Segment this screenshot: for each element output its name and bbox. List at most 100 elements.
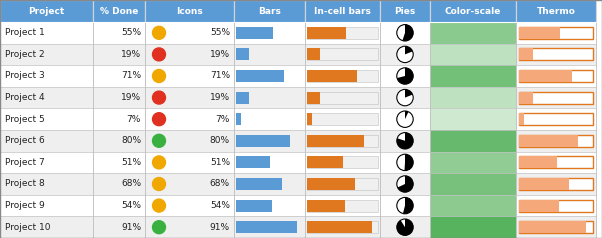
Bar <box>0 22 93 44</box>
Bar <box>519 70 593 82</box>
Bar <box>519 200 559 212</box>
Bar <box>307 49 320 60</box>
Bar <box>307 178 355 190</box>
Bar <box>145 65 234 87</box>
Bar <box>380 216 430 238</box>
Bar <box>430 195 516 216</box>
Text: Project 1: Project 1 <box>5 28 45 37</box>
Bar <box>519 92 533 104</box>
Bar <box>380 87 430 108</box>
Text: Project 9: Project 9 <box>5 201 45 210</box>
Bar <box>236 113 241 125</box>
Bar <box>519 113 524 125</box>
Text: 54%: 54% <box>210 201 230 210</box>
Bar <box>145 22 234 44</box>
Bar <box>519 221 593 233</box>
Bar <box>516 216 596 238</box>
Bar <box>519 49 593 60</box>
Bar <box>234 152 305 173</box>
Bar <box>0 216 93 238</box>
Bar <box>305 216 380 238</box>
Circle shape <box>152 26 166 39</box>
Text: Color-scale: Color-scale <box>445 6 501 15</box>
Text: 80%: 80% <box>210 136 230 145</box>
Wedge shape <box>405 154 413 171</box>
Bar <box>145 87 234 108</box>
Circle shape <box>397 133 413 149</box>
Bar <box>307 178 378 190</box>
Bar <box>307 70 358 82</box>
Text: 68%: 68% <box>121 179 141 188</box>
Wedge shape <box>397 133 413 149</box>
Bar <box>307 221 378 233</box>
Bar <box>93 108 145 130</box>
Bar <box>519 135 593 147</box>
Bar <box>516 152 596 173</box>
Text: 91%: 91% <box>210 223 230 232</box>
Text: 19%: 19% <box>210 93 230 102</box>
Bar <box>0 130 93 152</box>
Bar <box>305 87 380 108</box>
Bar <box>0 173 93 195</box>
Bar <box>236 49 249 60</box>
Circle shape <box>152 178 166 190</box>
Bar <box>305 108 380 130</box>
Bar <box>93 0 145 22</box>
Bar <box>307 156 378 168</box>
Bar <box>430 216 516 238</box>
Bar <box>519 113 593 125</box>
Bar <box>519 135 578 147</box>
Circle shape <box>152 221 166 234</box>
Bar <box>0 108 93 130</box>
Bar <box>305 0 380 22</box>
Circle shape <box>397 111 413 127</box>
Wedge shape <box>405 89 412 98</box>
Text: 51%: 51% <box>210 158 230 167</box>
Bar <box>305 130 380 152</box>
Bar <box>234 22 305 44</box>
Bar <box>0 152 93 173</box>
Bar <box>305 195 380 216</box>
Bar <box>519 178 593 190</box>
Bar <box>145 195 234 216</box>
Bar <box>307 200 378 212</box>
Text: % Done: % Done <box>100 6 138 15</box>
Circle shape <box>397 25 413 41</box>
Circle shape <box>397 46 413 63</box>
Bar <box>430 44 516 65</box>
Text: Project 5: Project 5 <box>5 115 45 124</box>
Circle shape <box>397 176 413 192</box>
Bar <box>380 152 430 173</box>
Text: 55%: 55% <box>121 28 141 37</box>
Bar <box>307 221 371 233</box>
Text: 19%: 19% <box>121 93 141 102</box>
Bar <box>516 195 596 216</box>
Bar <box>307 70 378 82</box>
Bar <box>380 173 430 195</box>
Bar <box>93 65 145 87</box>
Bar <box>519 156 593 168</box>
Bar <box>430 87 516 108</box>
Bar <box>236 92 249 104</box>
Bar <box>307 27 346 39</box>
Bar <box>519 221 586 233</box>
Wedge shape <box>403 25 413 41</box>
Text: Project: Project <box>28 6 64 15</box>
Text: 55%: 55% <box>210 28 230 37</box>
Circle shape <box>397 219 413 235</box>
Bar <box>145 152 234 173</box>
Bar <box>430 152 516 173</box>
Circle shape <box>397 68 413 84</box>
Bar <box>93 216 145 238</box>
Text: 80%: 80% <box>121 136 141 145</box>
Bar <box>380 22 430 44</box>
Bar <box>307 156 343 168</box>
Bar <box>0 0 93 22</box>
Bar <box>307 135 364 147</box>
Text: 71%: 71% <box>210 71 230 80</box>
Bar <box>380 130 430 152</box>
Text: 19%: 19% <box>210 50 230 59</box>
Bar <box>380 0 430 22</box>
Bar <box>307 113 378 125</box>
Circle shape <box>397 154 413 171</box>
